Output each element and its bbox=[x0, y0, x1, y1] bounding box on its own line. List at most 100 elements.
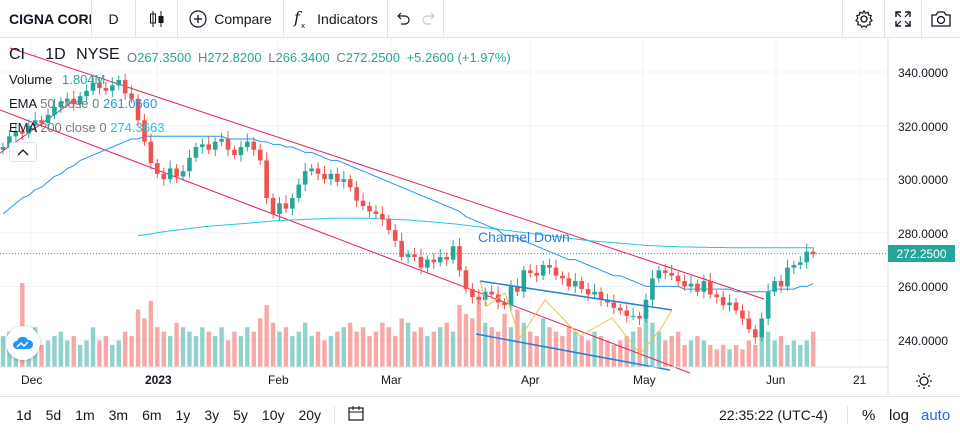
volume-bar bbox=[650, 322, 655, 367]
undo-redo-group bbox=[388, 0, 444, 38]
volume-bar bbox=[277, 331, 282, 367]
volume-bar bbox=[315, 331, 321, 367]
axis-settings-button[interactable] bbox=[915, 372, 933, 395]
price-tick: 240.0000 bbox=[897, 334, 948, 348]
candle-body bbox=[167, 168, 173, 180]
legend-ticker: CI bbox=[9, 46, 25, 63]
volume-bar bbox=[534, 336, 539, 367]
volume-bar bbox=[200, 327, 205, 367]
volume-bar bbox=[733, 344, 739, 367]
candle-body bbox=[412, 254, 417, 257]
interval-button[interactable]: D bbox=[92, 0, 136, 38]
pattern-zigzag bbox=[479, 280, 673, 355]
undo-icon[interactable] bbox=[395, 12, 411, 26]
range-20y[interactable]: 20y bbox=[298, 407, 322, 423]
candle-body bbox=[437, 256, 443, 263]
candle-body bbox=[129, 93, 134, 99]
volume-bar bbox=[598, 336, 604, 367]
volume-bar bbox=[727, 349, 732, 367]
volume-bar bbox=[232, 331, 237, 367]
range-5y[interactable]: 5y bbox=[233, 407, 248, 423]
candle-body bbox=[135, 98, 141, 121]
chart-type-button[interactable] bbox=[136, 0, 178, 38]
auto-scale-toggle[interactable]: auto bbox=[921, 406, 951, 424]
volume-bar bbox=[155, 327, 160, 367]
price-chart[interactable] bbox=[0, 38, 960, 396]
volume-bar bbox=[174, 322, 179, 367]
candle-body bbox=[463, 270, 469, 290]
candle-body bbox=[212, 141, 218, 150]
volume-bar bbox=[605, 340, 610, 367]
candle-body bbox=[219, 139, 224, 142]
pattern-lower-line bbox=[475, 333, 671, 371]
candle-body bbox=[277, 203, 282, 215]
candle-body bbox=[476, 297, 482, 300]
compare-button[interactable]: Compare bbox=[178, 0, 284, 38]
pattern-upper-line bbox=[479, 280, 673, 311]
range-6m[interactable]: 6m bbox=[142, 407, 162, 423]
volume-bar bbox=[450, 331, 456, 367]
candle-body bbox=[232, 149, 237, 156]
volume-bar bbox=[212, 336, 218, 367]
range-5d[interactable]: 5d bbox=[45, 407, 62, 423]
chart-grid bbox=[0, 38, 888, 367]
candle-body bbox=[772, 281, 777, 292]
volume-bar bbox=[187, 331, 192, 367]
clock[interactable]: 22:35:22 (UTC-4) bbox=[719, 407, 828, 423]
tradingview-logo[interactable] bbox=[6, 326, 40, 360]
legend-ema200[interactable]: EMA 200 close 0 274.3663 bbox=[9, 120, 165, 135]
candle-body bbox=[251, 141, 257, 150]
range-3m[interactable]: 3m bbox=[108, 407, 129, 423]
candle-body bbox=[450, 246, 456, 260]
volume-bar bbox=[52, 336, 57, 367]
candle-body bbox=[373, 211, 379, 215]
range-3y[interactable]: 3y bbox=[204, 407, 220, 423]
candle-body bbox=[180, 171, 186, 177]
range-1d[interactable]: 1d bbox=[16, 407, 32, 423]
fullscreen-button[interactable] bbox=[884, 0, 921, 38]
volume-bar bbox=[97, 340, 102, 367]
candle-body bbox=[392, 230, 398, 241]
redo-icon[interactable] bbox=[421, 12, 437, 26]
channel-down-label[interactable]: Channel Down bbox=[478, 229, 570, 245]
legend-volume[interactable]: Volume 1.804M bbox=[9, 72, 106, 87]
candle-body bbox=[257, 149, 263, 161]
range-10y[interactable]: 10y bbox=[261, 407, 285, 423]
go-to-date-button[interactable] bbox=[347, 404, 365, 427]
legend-ema50[interactable]: EMA 50 close 0 261.0660 bbox=[9, 96, 158, 111]
range-1m[interactable]: 1m bbox=[75, 407, 95, 423]
volume-bar bbox=[148, 300, 154, 367]
volume-bar bbox=[322, 340, 327, 367]
volume-bar bbox=[560, 336, 565, 367]
range-1y[interactable]: 1y bbox=[175, 407, 191, 423]
volume-bar bbox=[470, 318, 475, 367]
collapse-legend-button[interactable] bbox=[9, 142, 37, 162]
log-scale-toggle[interactable]: log bbox=[889, 406, 910, 424]
candle-body bbox=[0, 147, 6, 150]
candle-body bbox=[669, 273, 675, 276]
candle-body bbox=[296, 184, 302, 198]
settings-button[interactable] bbox=[842, 0, 884, 38]
snapshot-button[interactable] bbox=[921, 0, 960, 38]
volume-bar bbox=[129, 336, 134, 367]
candle-body bbox=[553, 267, 559, 276]
candle-body bbox=[283, 203, 289, 209]
volume-bar bbox=[90, 327, 96, 367]
candle-body bbox=[103, 88, 109, 91]
volume-bar bbox=[618, 340, 623, 367]
symbol-search[interactable]: CIGNA CORI bbox=[0, 0, 92, 38]
volume-bar bbox=[521, 322, 527, 367]
price-tick: 340.0000 bbox=[897, 66, 948, 80]
candle-body bbox=[39, 120, 44, 123]
percent-scale-toggle[interactable]: % bbox=[862, 406, 876, 424]
price-tick: 320.0000 bbox=[897, 120, 948, 134]
volume-bar bbox=[438, 327, 443, 367]
volume-bar bbox=[624, 336, 629, 367]
candle-body bbox=[32, 120, 38, 126]
candle-body bbox=[367, 206, 372, 212]
candle-body bbox=[122, 80, 128, 94]
volume-bar bbox=[528, 331, 533, 367]
svg-text:f: f bbox=[293, 9, 303, 27]
volume-bar bbox=[573, 331, 578, 367]
